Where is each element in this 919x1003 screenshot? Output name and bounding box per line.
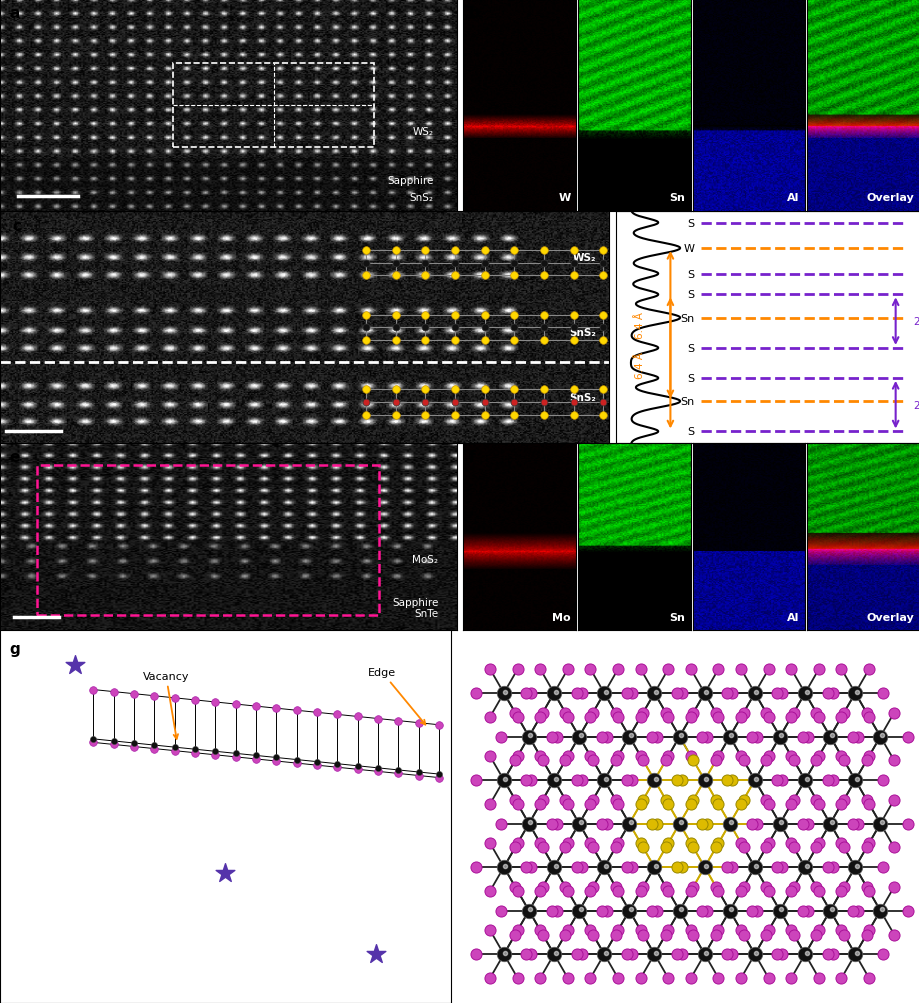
Text: W: W xyxy=(683,244,694,254)
Text: Overlay: Overlay xyxy=(866,194,913,204)
Text: S: S xyxy=(686,290,694,300)
Text: 2.9 Å: 2.9 Å xyxy=(913,317,919,327)
Text: S: S xyxy=(686,427,694,437)
Text: SnS₂: SnS₂ xyxy=(569,392,596,402)
Text: Edge: Edge xyxy=(368,668,425,725)
Text: 6.4 Å: 6.4 Å xyxy=(634,312,644,339)
Text: Sapphire: Sapphire xyxy=(387,177,433,187)
Text: 6.4 Å: 6.4 Å xyxy=(634,351,644,378)
Text: S: S xyxy=(686,269,694,279)
Text: Sn: Sn xyxy=(680,397,694,407)
Text: Al: Al xyxy=(787,194,799,204)
Text: Sn: Sn xyxy=(669,194,685,204)
Text: S: S xyxy=(686,374,694,383)
Text: f: f xyxy=(469,449,475,464)
Text: Al: Al xyxy=(787,613,799,623)
Text: 2.9 Å: 2.9 Å xyxy=(913,400,919,410)
Text: b: b xyxy=(469,6,480,21)
Text: WS₂: WS₂ xyxy=(413,127,433,137)
Text: d: d xyxy=(621,455,631,470)
Point xyxy=(368,946,382,962)
Bar xyxy=(37,466,379,615)
Point xyxy=(218,865,233,881)
Text: WS₂: WS₂ xyxy=(573,253,596,263)
Text: Sapphire: Sapphire xyxy=(391,598,437,608)
Point xyxy=(68,657,83,673)
Text: S: S xyxy=(686,343,694,353)
Text: a: a xyxy=(9,6,19,21)
Text: h: h xyxy=(469,618,480,633)
Text: Sn: Sn xyxy=(680,313,694,323)
Bar xyxy=(174,63,374,148)
Text: SnS₂: SnS₂ xyxy=(569,327,596,337)
Text: SnTe: SnTe xyxy=(414,609,437,619)
Text: e: e xyxy=(9,449,19,464)
Text: W: W xyxy=(558,194,570,204)
Text: Vacancy: Vacancy xyxy=(142,671,189,739)
Text: S: S xyxy=(686,219,694,229)
Text: Sn: Sn xyxy=(669,613,685,623)
Text: Mo: Mo xyxy=(551,613,570,623)
Text: g: g xyxy=(9,641,19,656)
Text: MoS₂: MoS₂ xyxy=(412,555,437,565)
Text: c: c xyxy=(12,219,21,234)
Text: SnS₂: SnS₂ xyxy=(409,194,433,204)
Text: Overlay: Overlay xyxy=(866,613,913,623)
